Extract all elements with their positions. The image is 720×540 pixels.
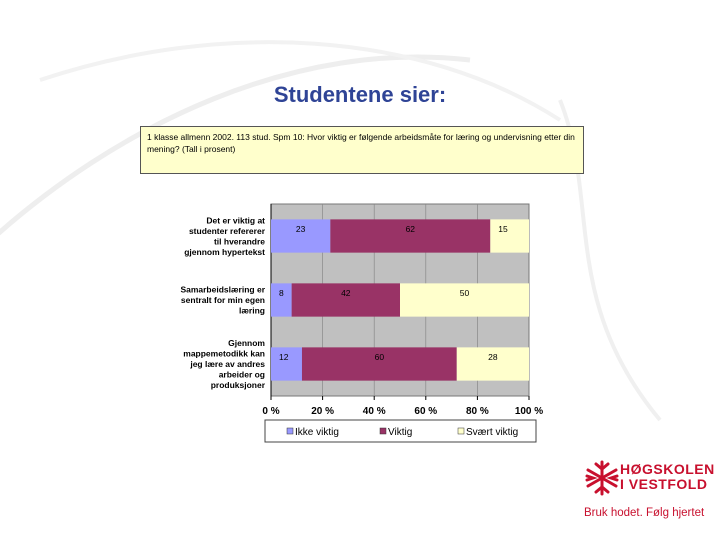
chart-description: 1 klasse allmenn 2002. 113 stud. Spm 10:…: [140, 126, 584, 174]
legend-swatch: [286, 427, 294, 435]
bar-segment: [301, 347, 457, 381]
x-tick-label: 100 %: [515, 406, 543, 417]
x-tick-label: 80 %: [466, 406, 489, 417]
hogskolen-logo: HØGSKOLEN I VESTFOLD Bruk hodet. Følg hj…: [582, 458, 715, 528]
legend-label: Ikke viktig: [295, 427, 339, 438]
data-label: 62: [406, 224, 416, 234]
legend-swatch: [379, 427, 387, 435]
snowflake-logo-icon: [585, 460, 619, 496]
x-tick-label: 60 %: [414, 406, 437, 417]
category-label: til hverandre: [214, 236, 265, 246]
legend-label: Svært viktig: [466, 427, 518, 438]
category-label: Det er viktig at: [206, 215, 265, 225]
x-tick-label: 20 %: [311, 406, 334, 417]
data-label: 42: [341, 288, 351, 298]
category-label: mappemetodikk kan: [183, 349, 265, 359]
category-label: jeg lære av andres: [189, 359, 265, 369]
category-label: gjennom hypertekst: [184, 247, 265, 257]
logo-line1: HØGSKOLEN: [620, 461, 715, 477]
legend-label: Viktig: [388, 427, 412, 438]
bar-segment: [400, 283, 529, 317]
bar-segment: [456, 347, 529, 381]
slide-title: Studentene sier:: [273, 82, 447, 107]
category-label: arbeider og: [219, 370, 265, 380]
logo-wordmark: HØGSKOLEN I VESTFOLD: [620, 462, 715, 492]
category-label: læring: [239, 306, 265, 316]
bar-segment: [291, 283, 400, 317]
data-label: 8: [279, 288, 284, 298]
logo-line2: I VESTFOLD: [620, 476, 708, 492]
category-label: Samarbeidslæring er: [180, 285, 265, 295]
data-label: 12: [279, 352, 289, 362]
bar-segment: [271, 347, 302, 381]
bar-segment: [490, 219, 529, 253]
bar-segment: [271, 283, 292, 317]
data-label: 28: [488, 352, 498, 362]
category-label: studenter refererer: [189, 226, 266, 236]
category-label: Gjennom: [228, 338, 265, 348]
data-label: 23: [296, 224, 306, 234]
bar-segment: [330, 219, 491, 253]
data-label: 60: [375, 352, 385, 362]
bar-segment: [271, 219, 331, 253]
x-tick-label: 40 %: [363, 406, 386, 417]
legend-box: [264, 419, 537, 443]
x-tick-label: 0 %: [262, 406, 279, 417]
logo-tagline: Bruk hodet. Følg hjertet: [584, 507, 705, 519]
data-label: 15: [498, 224, 508, 234]
category-label: produksjoner: [211, 380, 266, 390]
legend-swatch: [457, 427, 465, 435]
data-label: 50: [460, 288, 470, 298]
category-label: sentralt for min egen: [181, 295, 265, 305]
